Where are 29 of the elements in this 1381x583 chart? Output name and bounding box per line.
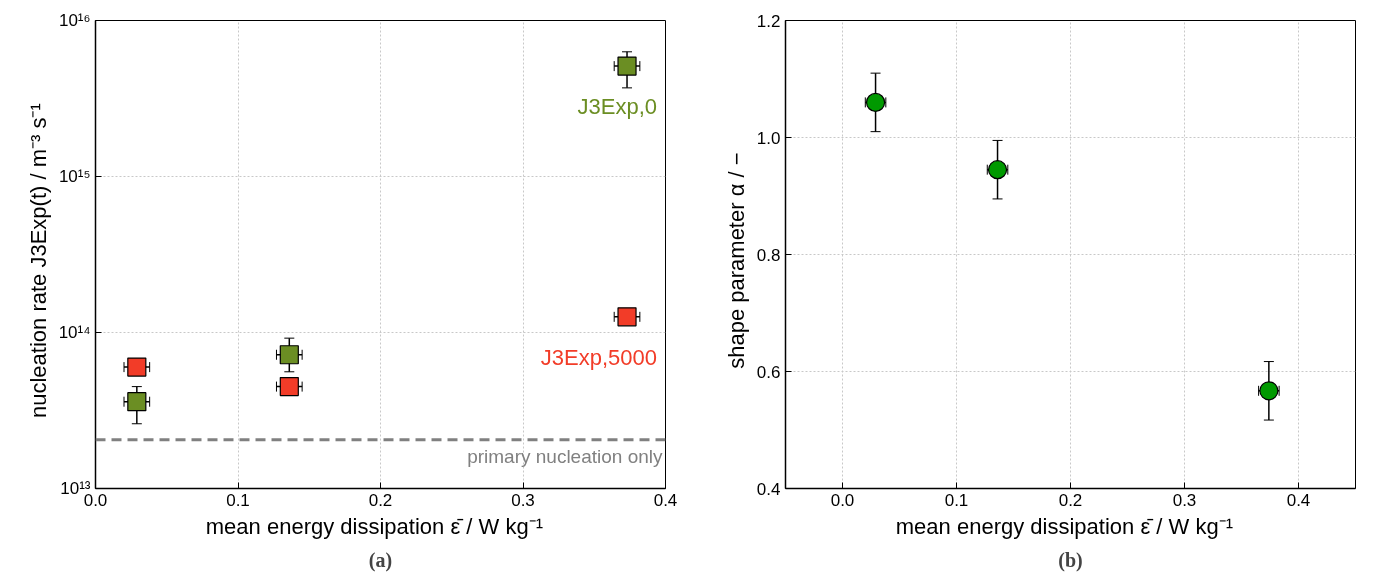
x-tick-label: 0.3: [1172, 490, 1197, 510]
y-tick-label: 10¹⁵: [58, 167, 91, 186]
x-tick-label: 0.1: [944, 490, 969, 510]
x-tick-label: 0.3: [511, 490, 535, 510]
point: [987, 160, 1008, 180]
x-tick-label: 0.2: [368, 490, 393, 510]
y-tick-label: 10¹⁴: [58, 323, 91, 342]
point: [1259, 381, 1279, 401]
y-tick-label: 10¹⁶: [58, 11, 91, 30]
x-tick-label: 0.4: [1286, 490, 1311, 510]
y-tick-label: 1.0: [756, 128, 781, 148]
text: (b): [1058, 548, 1083, 572]
x-tick-label: 0.2: [1058, 490, 1083, 510]
y-tick-label: 0.8: [756, 245, 781, 265]
point: [127, 357, 147, 377]
series-label: J3Exp,5000: [540, 344, 658, 370]
ref-line-label: primary nucleation only: [467, 445, 663, 467]
point: [865, 92, 886, 112]
x-tick-label: 0.4: [653, 490, 678, 510]
series-label: J3Exp,0: [577, 94, 658, 120]
x-tick-label: 0.1: [226, 490, 250, 510]
text: (a): [368, 548, 393, 572]
x-tick-label: 0.0: [830, 490, 855, 510]
y-axis-title: nucleation rate J3Exp(t) / m⁻³ s⁻¹: [25, 103, 51, 418]
x-axis-title: mean energy dissipation ε̄ / W kg⁻¹: [895, 513, 1233, 539]
y-axis-title: shape parameter α / −: [723, 152, 749, 369]
y-tick-label: 1.2: [756, 11, 781, 31]
x-axis-title: mean energy dissipation ε̄ / W kg⁻¹: [205, 513, 543, 539]
y-tick-label: 0.6: [756, 362, 781, 382]
